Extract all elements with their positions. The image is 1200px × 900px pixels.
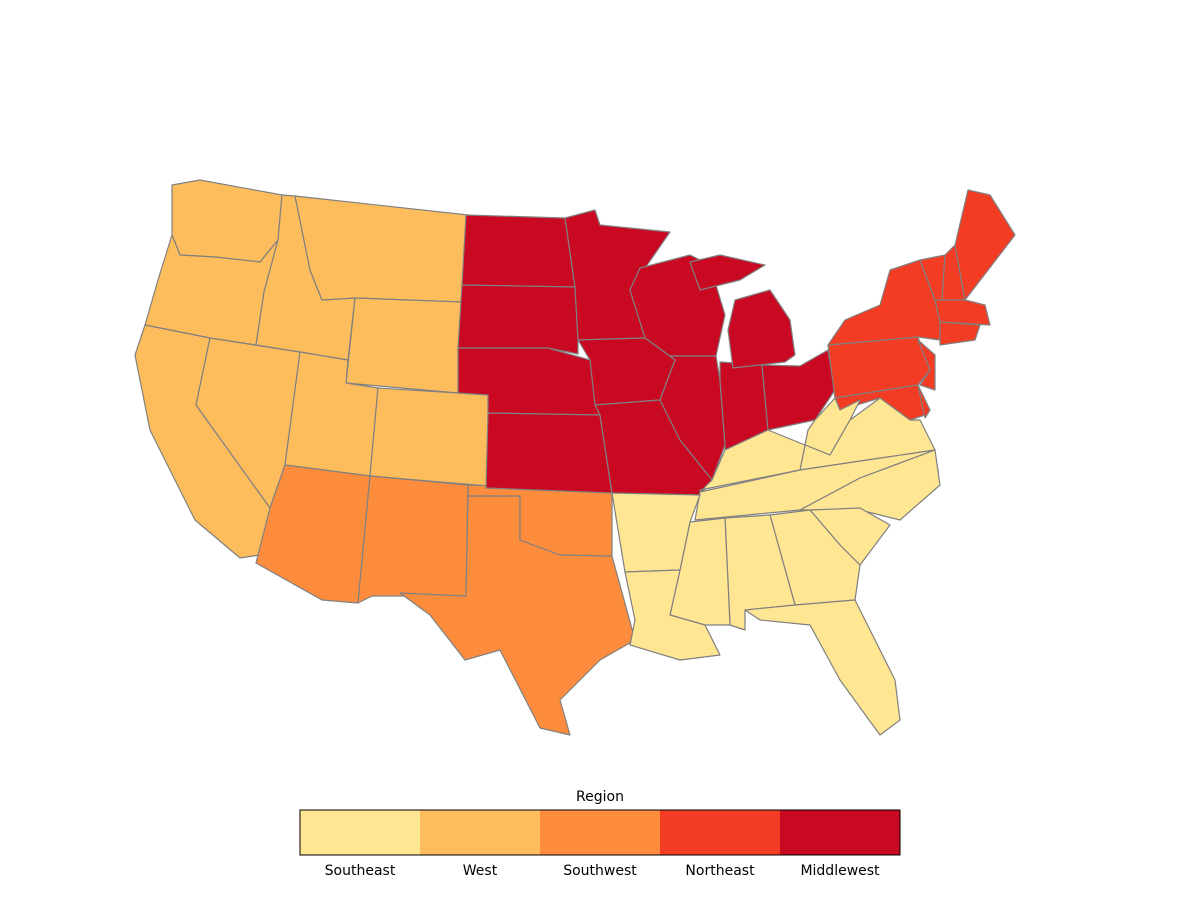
state bbox=[369, 387, 491, 487]
legend-swatch bbox=[540, 810, 660, 855]
state bbox=[357, 475, 469, 604]
state bbox=[294, 195, 469, 303]
states bbox=[134, 179, 1016, 736]
legend-swatch bbox=[420, 810, 540, 855]
state bbox=[827, 259, 941, 346]
state bbox=[939, 321, 981, 346]
state bbox=[467, 484, 613, 557]
state bbox=[689, 254, 766, 291]
state bbox=[171, 179, 283, 263]
state bbox=[345, 297, 463, 394]
state bbox=[917, 384, 931, 419]
legend-swatch bbox=[780, 810, 900, 855]
state bbox=[461, 214, 576, 288]
state bbox=[611, 492, 701, 573]
legend-label: West bbox=[463, 863, 498, 879]
legend-label: Southeast bbox=[325, 863, 396, 879]
state bbox=[954, 189, 1016, 301]
state bbox=[917, 339, 936, 391]
state bbox=[934, 299, 991, 326]
legend-label: Middlewest bbox=[800, 863, 880, 879]
legend-label: Northeast bbox=[685, 863, 755, 879]
state bbox=[485, 412, 613, 494]
state bbox=[727, 289, 796, 369]
legend-label: Southwest bbox=[563, 863, 637, 879]
legend-swatch bbox=[660, 810, 780, 855]
state bbox=[744, 599, 901, 736]
state bbox=[624, 569, 721, 661]
legend-swatch bbox=[300, 810, 420, 855]
legend-frame bbox=[299, 809, 901, 856]
state bbox=[457, 284, 579, 355]
legend: Southeast West Southwest Northeast Middlewes… bbox=[300, 810, 900, 879]
state bbox=[699, 429, 806, 493]
legend-title: Region bbox=[576, 789, 624, 805]
